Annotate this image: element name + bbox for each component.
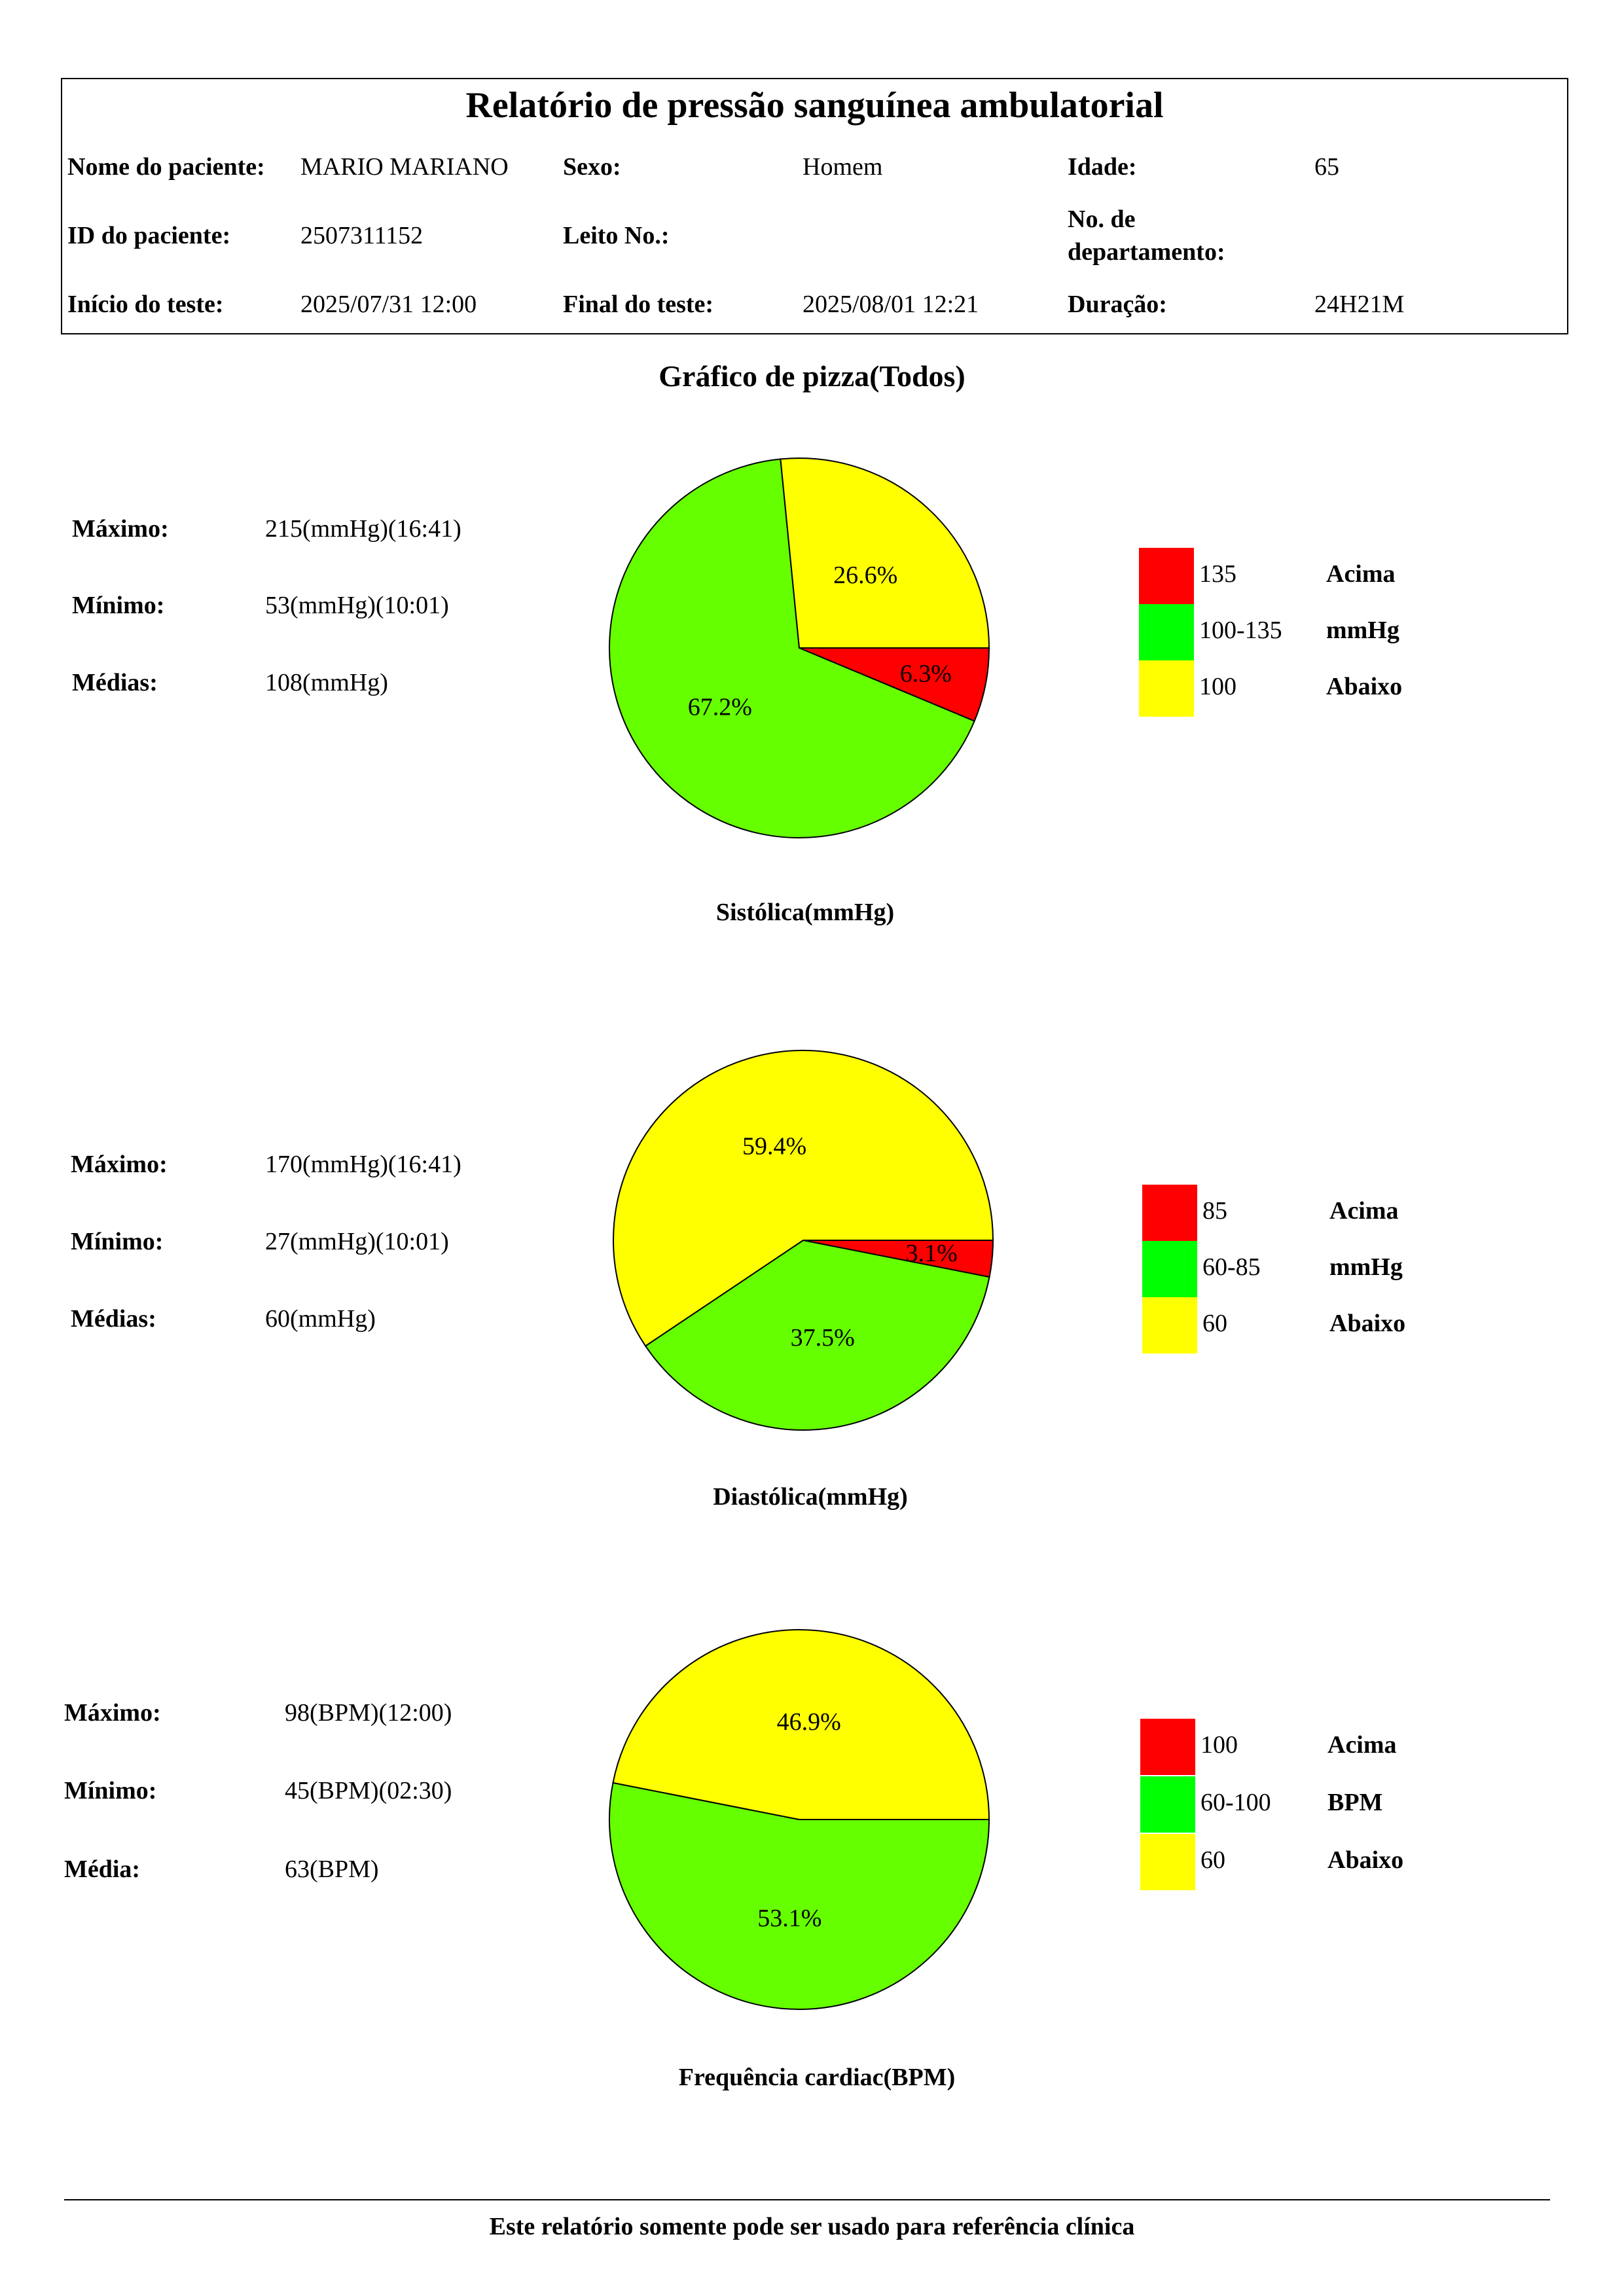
legend-value: 85 xyxy=(1202,1197,1227,1225)
diastolic-max: 170(mmHg)(16:41) xyxy=(265,1151,461,1178)
systolic-min: 53(mmHg)(10:01) xyxy=(265,592,449,619)
systolic-avg-label: Médias: xyxy=(72,669,158,696)
legend-value: 60-85 xyxy=(1202,1253,1261,1281)
heart-rate-slice-label: 46.9% xyxy=(777,1708,841,1736)
legend-row: 60 Abaixo xyxy=(1140,1834,1468,1890)
diastolic-min: 27(mmHg)(10:01) xyxy=(265,1228,449,1255)
patient-name: MARIO MARIANO xyxy=(300,153,509,181)
department-label-1: No. de xyxy=(1068,206,1136,233)
legend-swatch-below xyxy=(1140,1834,1195,1890)
footer-divider xyxy=(64,2199,1550,2200)
systolic-avg: 108(mmHg) xyxy=(265,669,388,696)
legend-row: 85 Acima xyxy=(1142,1185,1470,1241)
legend-desc: mmHg xyxy=(1329,1253,1403,1281)
systolic-caption: Sistólica(mmHg) xyxy=(715,899,895,926)
diastolic-caption: Diastólica(mmHg) xyxy=(713,1483,908,1511)
systolic-slice-label: 6.3% xyxy=(900,660,952,688)
legend-row: 60-85 mmHg xyxy=(1142,1241,1470,1297)
systolic-max-label: Máximo: xyxy=(72,515,169,543)
patient-id: 2507311152 xyxy=(300,222,424,249)
heart-rate-slice-label: 53.1% xyxy=(757,1905,821,1932)
heart-rate-caption: Frequência cardiac(BPM) xyxy=(678,2064,956,2091)
end-value: 2025/08/01 12:21 xyxy=(803,291,979,318)
legend-swatch-above xyxy=(1142,1185,1197,1241)
footer-note: Este relatório somente pode ser usado pa… xyxy=(489,2213,1135,2240)
report-header: Relatório de pressão sanguínea ambulator… xyxy=(61,78,1568,334)
legend-desc: Acima xyxy=(1327,1731,1397,1759)
diastolic-min-label: Mínimo: xyxy=(71,1228,164,1255)
legend-swatch-normal xyxy=(1142,1241,1197,1297)
age-label: Idade: xyxy=(1068,153,1137,181)
systolic-min-label: Mínimo: xyxy=(72,592,165,619)
legend-swatch-above xyxy=(1140,1719,1195,1775)
legend-row: 60-100 BPM xyxy=(1140,1776,1468,1833)
systolic-slice-acima xyxy=(799,647,990,723)
diastolic-slice-mmhg xyxy=(644,1239,990,1431)
systolic-slice-abaixo xyxy=(780,457,990,649)
patient-id-label: ID do paciente: xyxy=(67,222,231,249)
legend-row: 135 Acima xyxy=(1139,548,1466,604)
bed-label: Leito No.: xyxy=(563,222,670,249)
duration-label: Duração: xyxy=(1068,291,1167,318)
hr-min: 45(BPM)(02:30) xyxy=(285,1777,452,1804)
heart-rate-slice-abaixo xyxy=(612,1629,990,1820)
start-value: 2025/07/31 12:00 xyxy=(300,291,477,318)
systolic-slice-label: 26.6% xyxy=(833,562,897,589)
sex-label: Sexo: xyxy=(563,153,621,181)
diastolic-avg: 60(mmHg) xyxy=(265,1305,376,1333)
legend-desc: Abaixo xyxy=(1326,673,1403,700)
legend-value: 60-100 xyxy=(1200,1789,1271,1816)
legend-swatch-below xyxy=(1142,1297,1197,1354)
legend-value: 100-135 xyxy=(1199,617,1282,644)
systolic-max: 215(mmHg)(16:41) xyxy=(265,515,461,543)
start-label: Início do teste: xyxy=(67,291,224,318)
legend-swatch-above xyxy=(1139,548,1194,604)
diastolic-pie-chart: 3.1%37.5%59.4% xyxy=(613,1050,994,1431)
diastolic-slice-abaixo xyxy=(613,1050,994,1347)
report-title: Relatório de pressão sanguínea ambulator… xyxy=(465,85,1164,126)
legend-value: 60 xyxy=(1202,1310,1227,1337)
diastolic-slice-label: 37.5% xyxy=(791,1324,855,1352)
legend-swatch-normal xyxy=(1140,1776,1195,1833)
legend-swatch-below xyxy=(1139,660,1194,717)
hr-max-label: Máximo: xyxy=(64,1699,161,1727)
legend-desc: Abaixo xyxy=(1329,1310,1406,1337)
legend-row: 100 Acima xyxy=(1140,1719,1468,1775)
legend-desc: BPM xyxy=(1327,1789,1383,1816)
diastolic-max-label: Máximo: xyxy=(71,1151,168,1178)
systolic-slice-mmhg xyxy=(609,458,975,838)
legend-value: 135 xyxy=(1199,560,1236,588)
diastolic-avg-label: Médias: xyxy=(71,1305,156,1333)
legend-value: 100 xyxy=(1199,673,1236,700)
legend-desc: Acima xyxy=(1326,560,1396,588)
heart-rate-slice-bpm xyxy=(609,1782,990,2010)
systolic-pie-chart: 6.3% 67.2% 26.6% xyxy=(609,457,990,838)
systolic-slice-label: 67.2% xyxy=(688,694,752,721)
legend-desc: Acima xyxy=(1329,1197,1399,1225)
patient-name-label: Nome do paciente: xyxy=(67,153,265,181)
legend-desc: mmHg xyxy=(1326,617,1399,644)
legend-value: 60 xyxy=(1200,1846,1225,1874)
end-label: Final do teste: xyxy=(563,291,714,318)
legend-row: 60 Abaixo xyxy=(1142,1297,1470,1354)
section-title: Gráfico de pizza(Todos) xyxy=(659,359,965,393)
age-value: 65 xyxy=(1314,153,1339,181)
hr-max: 98(BPM)(12:00) xyxy=(285,1699,452,1727)
hr-avg-label: Média: xyxy=(64,1856,141,1883)
legend-desc: Abaixo xyxy=(1327,1846,1404,1874)
heart-rate-pie-chart: 53.1% 46.9% xyxy=(609,1629,990,2010)
diastolic-slice-label: 59.4% xyxy=(742,1133,806,1160)
sex-value: Homem xyxy=(803,153,883,181)
duration-value: 24H21M xyxy=(1314,291,1405,318)
hr-min-label: Mínimo: xyxy=(64,1777,157,1804)
legend-swatch-normal xyxy=(1139,604,1194,660)
legend-value: 100 xyxy=(1200,1731,1238,1759)
department-label-2: departamento: xyxy=(1068,238,1225,266)
legend-row: 100 Abaixo xyxy=(1139,660,1466,717)
legend-row: 100-135 mmHg xyxy=(1139,604,1466,660)
hr-avg: 63(BPM) xyxy=(285,1856,379,1883)
